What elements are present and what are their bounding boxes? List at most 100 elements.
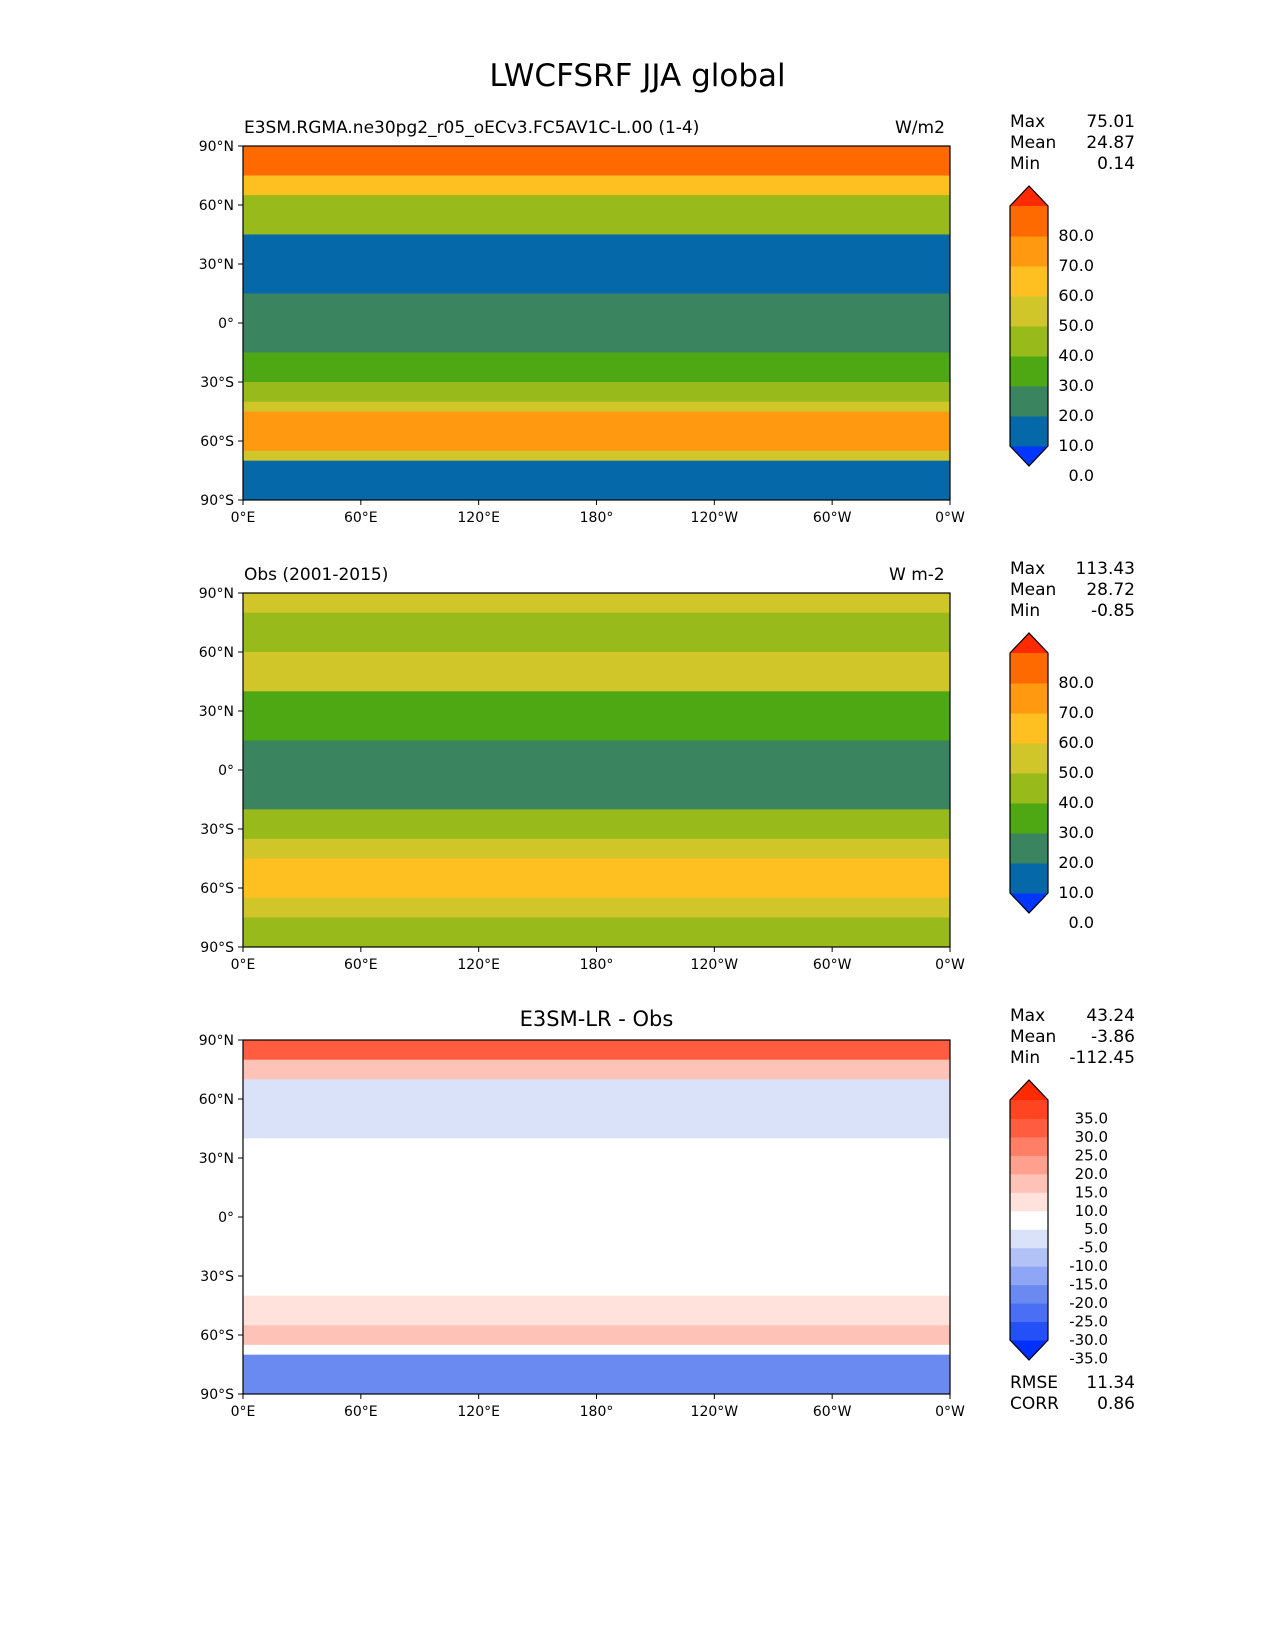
lat-tick-label: 30°S — [200, 1269, 234, 1285]
panel2-title-left: Obs (2001-2015) — [244, 565, 389, 585]
lat-tick-label: 60°N — [199, 1092, 234, 1108]
colorbar-bin — [1010, 386, 1048, 417]
colorbar-label: -15.0 — [1069, 1276, 1108, 1294]
colorbar-label: -5.0 — [1079, 1239, 1108, 1257]
map-band — [243, 1325, 950, 1346]
map-band — [243, 1295, 950, 1326]
lat-tick-label: 60°N — [199, 645, 234, 661]
lon-tick-label: 120°E — [457, 1404, 500, 1420]
lat-tick-label: 90°S — [200, 940, 234, 956]
map-band — [243, 234, 950, 294]
colorbar-bin — [1010, 326, 1048, 357]
colorbar-extend-max — [1010, 633, 1048, 653]
colorbar-label: 10.0 — [1075, 1202, 1108, 1220]
lat-tick-label: 30°N — [199, 1151, 234, 1167]
map-band — [243, 691, 950, 741]
colorbar-extend-min — [1010, 1340, 1048, 1360]
colorbar-extend-min — [1010, 446, 1048, 466]
map-band — [243, 1354, 950, 1395]
colorbar-bin — [1010, 683, 1048, 714]
map-band — [243, 293, 950, 353]
colorbar-label: 70.0 — [1058, 703, 1094, 722]
colorbar-label: -35.0 — [1069, 1349, 1108, 1367]
colorbar-bin — [1010, 803, 1048, 834]
colorbar-label: 30.0 — [1058, 823, 1094, 842]
colorbar-bin — [1010, 296, 1048, 327]
colorbar-label: 60.0 — [1058, 286, 1094, 305]
colorbar-outline — [1009, 1079, 1049, 1361]
lat-tick-label: 60°S — [200, 881, 234, 897]
lat-tick-label: 30°N — [199, 704, 234, 720]
map-band — [243, 195, 950, 235]
colorbar-bin — [1010, 266, 1048, 297]
colorbar-bin — [1010, 1173, 1048, 1193]
colorbar-label: 20.0 — [1075, 1165, 1108, 1183]
colorbar-bin — [1010, 206, 1048, 237]
lon-tick-label: 60°W — [813, 957, 852, 973]
colorbar-bin — [1010, 1118, 1048, 1138]
lat-tick-label: 30°S — [200, 375, 234, 391]
colorbar-label: 50.0 — [1058, 316, 1094, 335]
map-band — [243, 460, 950, 501]
lat-tick-label: 30°S — [200, 822, 234, 838]
colorbar-label: 80.0 — [1058, 226, 1094, 245]
map-band — [243, 382, 950, 403]
lon-tick-label: 120°W — [691, 510, 739, 526]
lat-tick-label: 60°S — [200, 1328, 234, 1344]
map-band — [243, 1059, 950, 1080]
colorbar-label: 20.0 — [1058, 853, 1094, 872]
colorbar-bin — [1010, 416, 1048, 447]
colorbar-label: 50.0 — [1058, 763, 1094, 782]
colorbar-label: 40.0 — [1058, 793, 1094, 812]
colorbar-bin — [1010, 1284, 1048, 1304]
colorbar-bin — [1010, 863, 1048, 894]
colorbar-label: 20.0 — [1058, 406, 1094, 425]
colorbar-label: 60.0 — [1058, 733, 1094, 752]
colorbar-label: 30.0 — [1075, 1128, 1108, 1146]
colorbar-extend-max — [1010, 1080, 1048, 1100]
colorbar-extend-max — [1010, 186, 1048, 206]
map-band — [243, 1040, 950, 1061]
colorbar-label: 0.0 — [1069, 913, 1094, 932]
panel3-stats: Max 43.24 Mean -3.86 Min -112.45 — [1010, 1006, 1135, 1068]
lon-tick-label: 0°W — [935, 1404, 965, 1420]
lat-tick-label: 0° — [218, 316, 234, 332]
colorbar-bin — [1010, 1136, 1048, 1156]
panel1-units: W/m2 — [895, 118, 945, 138]
colorbar-bin — [1010, 743, 1048, 774]
figure-title: LWCFSRF JJA global — [489, 58, 786, 94]
lat-tick-label: 90°N — [199, 586, 234, 602]
map-band — [243, 146, 950, 176]
map-band — [243, 352, 950, 383]
colorbar-label: 25.0 — [1075, 1146, 1108, 1164]
colorbar-label: 15.0 — [1075, 1183, 1108, 1201]
colorbar-label: 40.0 — [1058, 346, 1094, 365]
colorbar-label: 70.0 — [1058, 256, 1094, 275]
colorbar-bin — [1010, 1155, 1048, 1175]
colorbar-bin — [1010, 1192, 1048, 1212]
map-band — [243, 1344, 950, 1356]
colorbar-label: -20.0 — [1069, 1294, 1108, 1312]
panel1-stats: Max 75.01 Mean 24.87 Min 0.14 — [1010, 112, 1135, 174]
colorbar-label: 30.0 — [1058, 376, 1094, 395]
map-band — [243, 1138, 950, 1297]
colorbar-label: 80.0 — [1058, 673, 1094, 692]
colorbar-label: -25.0 — [1069, 1313, 1108, 1331]
lon-tick-label: 0°E — [231, 1404, 256, 1420]
colorbar-extend-min — [1010, 893, 1048, 913]
map-band — [243, 175, 950, 196]
map-band — [243, 858, 950, 899]
lon-tick-label: 60°E — [344, 957, 378, 973]
map-band — [243, 838, 950, 859]
lon-tick-label: 60°E — [344, 1404, 378, 1420]
lat-tick-label: 0° — [218, 1210, 234, 1226]
lat-tick-label: 0° — [218, 763, 234, 779]
panel3-error-stats: RMSE 11.34 CORR 0.86 — [1010, 1373, 1135, 1414]
colorbar-bin — [1010, 1100, 1048, 1119]
lon-tick-label: 60°E — [344, 510, 378, 526]
lon-tick-label: 180° — [580, 957, 614, 973]
lat-tick-label: 90°S — [200, 493, 234, 509]
colorbar-bin — [1010, 1321, 1048, 1341]
map-band — [243, 1079, 950, 1139]
colorbar-label: -30.0 — [1069, 1331, 1108, 1349]
